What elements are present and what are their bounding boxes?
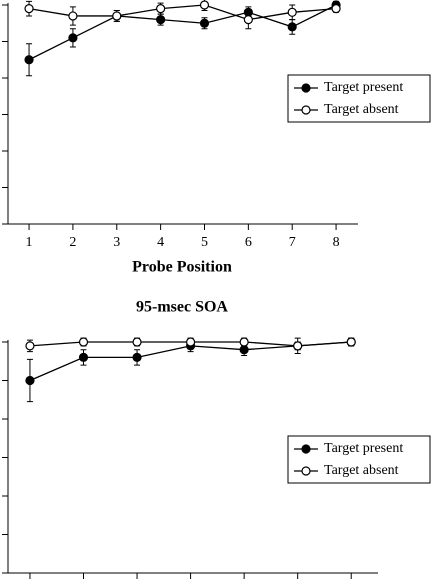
x-axis-label: Probe Position xyxy=(132,259,232,276)
data-point xyxy=(287,22,297,32)
data-point xyxy=(68,11,78,21)
data-point xyxy=(185,337,196,347)
data-point xyxy=(132,337,142,347)
data-point xyxy=(239,345,249,355)
data-point xyxy=(78,337,89,347)
x-tick-label: 1 xyxy=(26,235,33,250)
data-point xyxy=(68,33,78,43)
data-point xyxy=(25,341,35,351)
data-point xyxy=(293,341,303,351)
data-point xyxy=(24,4,34,14)
legend-label: Target absent xyxy=(324,463,399,478)
data-point xyxy=(156,4,166,14)
x-tick-label: 2 xyxy=(69,235,76,250)
legend-box xyxy=(287,435,431,484)
data-point xyxy=(112,11,122,21)
x-tick-label: 4 xyxy=(157,235,164,250)
data-point xyxy=(78,352,89,362)
data-point xyxy=(243,15,253,25)
x-tick-label: 8 xyxy=(333,235,340,250)
legend-label: Target present xyxy=(324,80,403,95)
data-point xyxy=(199,0,210,10)
chart-title: 95-msec SOA xyxy=(136,299,228,316)
legend-marker xyxy=(301,83,311,93)
data-point xyxy=(24,55,34,65)
data-point xyxy=(156,15,166,25)
legend-marker xyxy=(301,444,311,454)
legend-label: Target absent xyxy=(324,102,399,117)
x-tick-label: 6 xyxy=(245,235,252,250)
data-point xyxy=(25,375,35,386)
series-line xyxy=(28,4,337,61)
data-point xyxy=(331,4,341,14)
data-point xyxy=(287,7,297,17)
x-tick-label: 5 xyxy=(201,235,208,250)
x-tick-label: 3 xyxy=(113,235,120,250)
legend-label: Target present xyxy=(324,441,403,456)
data-point xyxy=(199,18,210,28)
series-line xyxy=(28,4,337,21)
data-point xyxy=(346,337,356,347)
x-tick-label: 7 xyxy=(289,235,296,250)
data-point xyxy=(132,352,142,362)
legend-marker xyxy=(301,105,311,115)
legend-marker xyxy=(301,466,311,476)
legend-box xyxy=(287,74,431,123)
data-point xyxy=(239,337,249,347)
